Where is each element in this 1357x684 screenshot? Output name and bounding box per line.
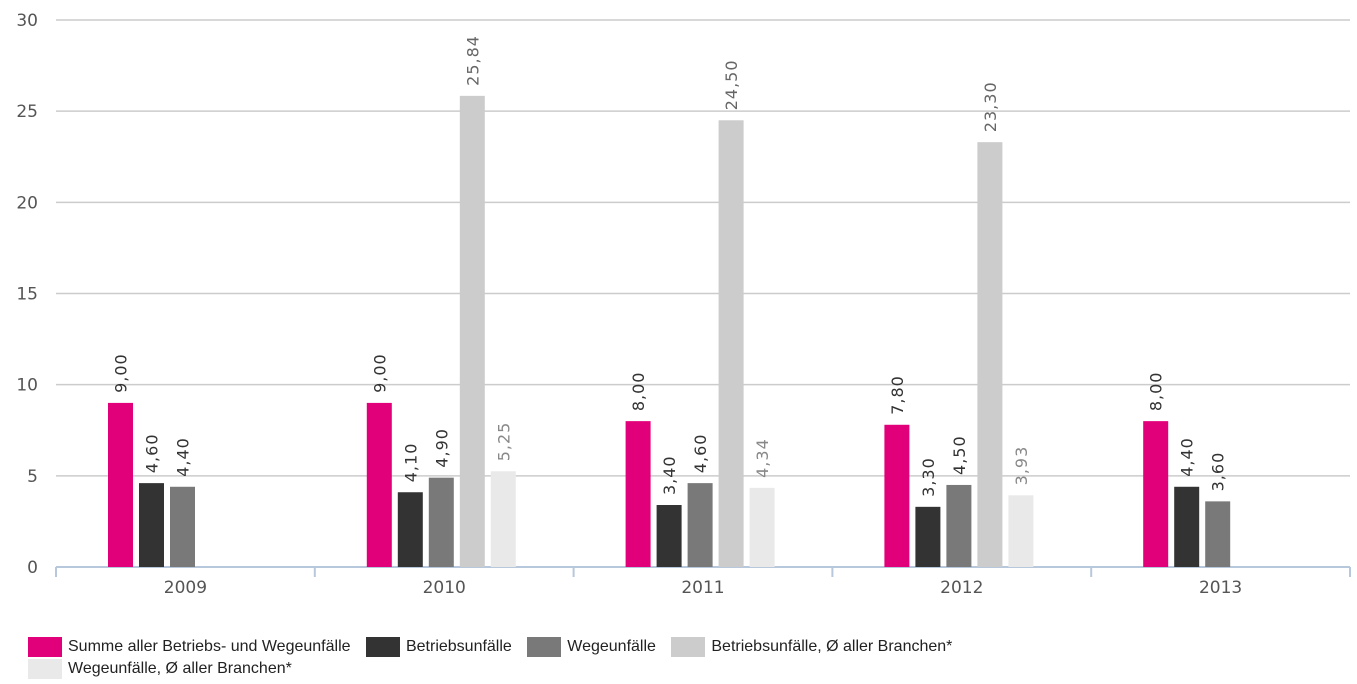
data-label: 5,25 <box>494 422 513 462</box>
x-tick-label: 2009 <box>164 578 207 598</box>
legend-item-betriebsunfaelle-branchen[interactable]: Betriebsunfälle, Ø aller Branchen* <box>671 636 952 658</box>
x-tick-label: 2012 <box>940 578 983 598</box>
bar[interactable] <box>170 486 195 567</box>
legend-item-wegeunfaelle[interactable]: Wegeunfälle <box>527 636 656 658</box>
data-label: 8,00 <box>1147 372 1166 412</box>
bar[interactable] <box>718 120 744 568</box>
legend-item-summe[interactable]: Summe aller Betriebs- und Wegeunfälle <box>28 636 351 658</box>
bar[interactable] <box>397 492 423 567</box>
legend-item-wegeunfaelle-branchen[interactable]: Wegeunfälle, Ø aller Branchen* <box>28 658 292 680</box>
data-label: 4,40 <box>1178 437 1197 477</box>
data-label: 4,90 <box>432 428 451 468</box>
legend-label-betriebsunfaelle: Betriebsunfälle <box>405 638 512 655</box>
bar[interactable] <box>1205 501 1231 567</box>
data-label: 4,50 <box>950 435 969 475</box>
legend-label-wegeunfaelle-branchen: Wegeunfälle, Ø aller Branchen* <box>68 660 292 677</box>
bar[interactable] <box>915 506 941 567</box>
bar[interactable] <box>1143 421 1169 567</box>
data-label: 24,50 <box>722 59 741 110</box>
legend-label-summe: Summe aller Betriebs- und Wegeunfälle <box>68 638 351 655</box>
legend-label-betriebsunfaelle-branchen: Betriebsunfälle, Ø aller Branchen* <box>711 638 953 655</box>
y-tick-label: 20 <box>16 193 38 213</box>
bar[interactable] <box>977 142 1003 567</box>
bar[interactable] <box>946 484 972 567</box>
legend-swatch-summe <box>28 637 62 657</box>
bar[interactable] <box>749 487 775 567</box>
bar[interactable] <box>139 483 164 567</box>
y-tick-label: 5 <box>27 467 38 487</box>
bar[interactable] <box>1008 495 1034 567</box>
bar-chart: 0 5 10 15 20 25 30 2009 9,00 4,60 4,40 2010 9,00 4,10… <box>16 11 1351 598</box>
data-label: 4,10 <box>401 443 420 483</box>
data-label: 7,80 <box>888 375 907 415</box>
bar[interactable] <box>656 505 682 567</box>
legend-item-betriebsunfaelle[interactable]: Betriebsunfälle <box>365 636 512 658</box>
y-tick-label: 10 <box>16 376 38 396</box>
data-label: 9,00 <box>112 353 131 393</box>
bar[interactable] <box>428 477 454 567</box>
data-label: 3,60 <box>1209 452 1228 492</box>
bar[interactable] <box>687 483 713 567</box>
data-label: 9,00 <box>370 353 389 393</box>
legend-swatch-betriebsunfaelle <box>365 637 400 657</box>
data-label: 3,30 <box>919 457 938 497</box>
bar[interactable] <box>625 421 651 567</box>
data-label: 4,60 <box>691 434 710 474</box>
data-label: 4,60 <box>143 434 162 474</box>
data-label: 23,30 <box>981 81 1000 132</box>
data-label: 8,00 <box>629 372 648 412</box>
y-tick-label: 0 <box>27 558 38 578</box>
data-label: 3,93 <box>1012 446 1031 486</box>
y-tick-label: 25 <box>16 102 38 122</box>
data-label: 4,34 <box>753 438 772 478</box>
data-label: 3,40 <box>660 455 679 495</box>
bar[interactable] <box>1174 486 1200 567</box>
y-tick-label: 30 <box>16 11 38 31</box>
bar[interactable] <box>884 424 910 567</box>
x-tick-label: 2010 <box>423 578 466 598</box>
data-label: 4,40 <box>174 437 193 477</box>
legend-label-wegeunfaelle: Wegeunfälle <box>567 638 656 655</box>
bar[interactable] <box>108 402 133 567</box>
legend-swatch-betriebsunfaelle-branchen <box>671 637 706 657</box>
legend: Summe aller Betriebs- und Wegeunfälle Be… <box>28 636 1208 680</box>
legend-swatch-wegeunfaelle <box>527 637 562 657</box>
bar[interactable] <box>490 471 516 567</box>
data-label: 25,84 <box>463 35 482 86</box>
legend-swatch-wegeunfaelle-branchen <box>28 659 62 679</box>
bar[interactable] <box>459 95 485 567</box>
x-tick-label: 2013 <box>1199 578 1242 598</box>
bar[interactable] <box>366 402 392 567</box>
y-tick-label: 15 <box>16 285 38 305</box>
x-tick-label: 2011 <box>681 578 724 598</box>
